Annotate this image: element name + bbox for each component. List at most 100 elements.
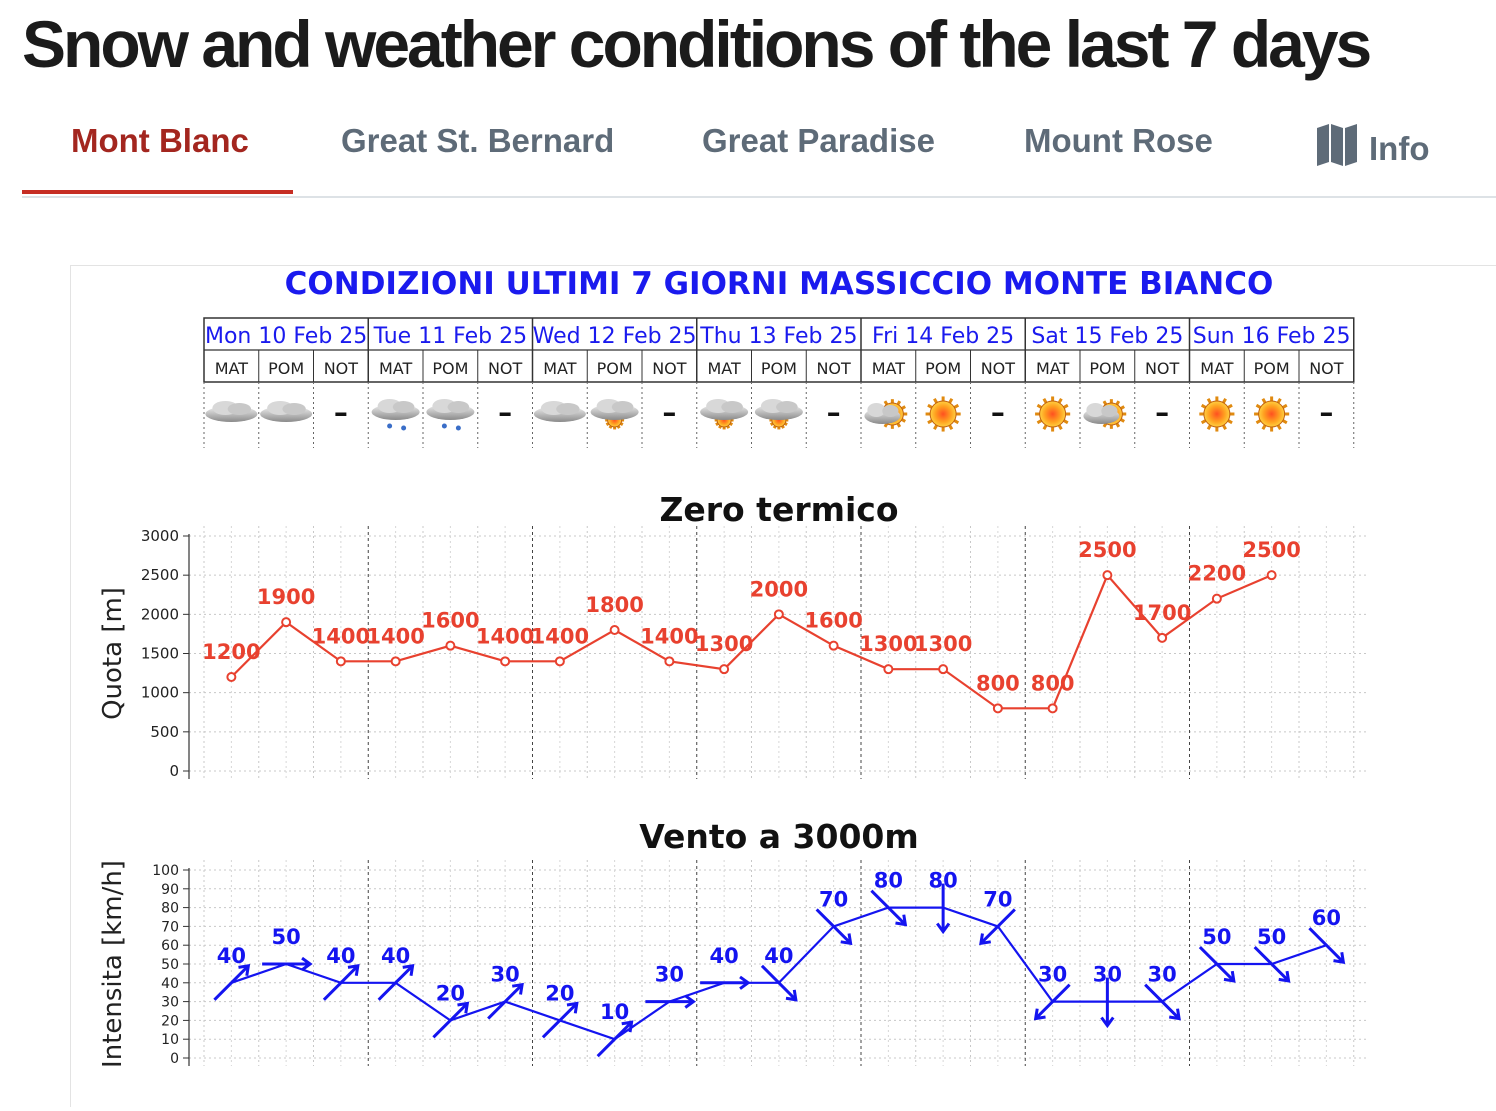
wind-arrow: [213, 964, 251, 1001]
night-dash: –: [827, 396, 841, 429]
conditions-chart: CONDIZIONI ULTIMI 7 GIORNI MASSICCIO MON…: [98, 266, 1369, 1068]
zero-termico-point: [883, 664, 894, 675]
zero-termico-point: [554, 656, 565, 667]
weather-sunny-icon: [925, 396, 961, 432]
vento-data-label: 30: [1038, 963, 1067, 987]
zero-termico-data-label: 1600: [804, 609, 862, 633]
period-label: POM: [597, 359, 633, 378]
period-label: MAT: [1036, 359, 1070, 378]
page-title: Snow and weather conditions of the last …: [22, 7, 1372, 81]
wind-arrow-shaft: [487, 983, 524, 1020]
wind-arrow-shaft: [322, 964, 359, 1001]
night-dash: –: [1319, 396, 1333, 429]
wind-arrow: [815, 908, 853, 946]
cloud-part: [392, 401, 415, 413]
cloud-part: [282, 403, 306, 415]
sun-disc: [1258, 400, 1286, 428]
y-tick-label: 10: [161, 1032, 179, 1048]
day-label: Thu 13 Feb 25: [699, 324, 857, 349]
zero-termico-series-line: [230, 573, 1273, 710]
wind-arrow: [1253, 945, 1291, 983]
y-tick-label: 80: [161, 901, 179, 917]
zero-termico-point: [938, 664, 949, 675]
zero-termico-point: [390, 656, 401, 667]
weather-sunny-icon: [1254, 396, 1290, 432]
period-label: POM: [1254, 359, 1290, 378]
zero-termico-point: [992, 703, 1003, 714]
active-tab-indicator: [22, 190, 293, 194]
wind-arrow-head: [238, 964, 251, 976]
wind-arrow-head: [347, 964, 360, 976]
y-tick-label: 70: [161, 919, 179, 935]
period-label: NOT: [652, 359, 687, 378]
y-tick-label: 100: [152, 863, 179, 879]
wind-arrow: [432, 1001, 470, 1039]
period-label: MAT: [1200, 359, 1234, 378]
zero-termico-data-label: 800: [1031, 671, 1075, 695]
tab-mont-blanc[interactable]: Mont Blanc: [71, 122, 249, 160]
chart-frame: CONDIZIONI ULTIMI 7 GIORNI MASSICCIO MON…: [70, 265, 1496, 1107]
zero-termico-point: [1266, 570, 1277, 581]
cloud-part: [867, 403, 886, 417]
wind-arrow-shaft: [213, 964, 250, 1001]
wind-arrow-shaft: [1034, 983, 1071, 1020]
zero-termico-ylabel: Quota [m]: [98, 587, 128, 720]
vento-data-label: 20: [545, 981, 574, 1005]
weather-overcast-icon: [205, 401, 258, 422]
sun-disc: [1039, 400, 1067, 428]
vento-data-label: 80: [874, 869, 903, 893]
y-tick-label: 1500: [141, 645, 179, 663]
cloud-part: [1086, 403, 1105, 417]
tab-mount-rose[interactable]: Mount Rose: [1024, 122, 1213, 160]
vento-data-label: 70: [819, 887, 848, 911]
cloud-part: [556, 403, 580, 415]
wind-arrow-shaft: [1308, 927, 1345, 964]
wind-arrow: [541, 1001, 579, 1039]
wind-arrow-head: [457, 1001, 470, 1014]
zero-termico-point: [609, 625, 620, 635]
tab-label: Mount Rose: [1024, 122, 1213, 159]
vento-ylabel: Intensita [km/h]: [98, 860, 128, 1068]
wind-arrow-shaft: [1198, 945, 1235, 983]
wind-arrow: [377, 964, 415, 1001]
zero-termico-data-label: 1900: [257, 585, 315, 609]
wind-arrow-shaft: [870, 889, 907, 926]
zero-termico-point: [1157, 632, 1168, 643]
night-dash: –: [662, 396, 676, 429]
wind-arrow-shaft: [596, 1021, 633, 1058]
tab-great-st-bernard[interactable]: Great St. Bernard: [341, 122, 614, 160]
y-tick-label: 1000: [141, 684, 179, 702]
vento-data-label: 80: [929, 869, 958, 893]
night-dash: –: [498, 396, 512, 429]
zero-termico-data-label: 1300: [859, 632, 917, 656]
tab-great-paradise[interactable]: Great Paradise: [702, 122, 935, 160]
zero-termico-data-label: 2500: [1078, 538, 1136, 562]
y-tick-label: 20: [161, 1013, 179, 1029]
snow-drop: [455, 425, 461, 431]
wind-arrow: [1198, 945, 1236, 983]
wind-arrow-head: [511, 982, 524, 995]
zero-termico-data-label: 1200: [202, 640, 260, 664]
wind-arrow-shaft: [1144, 983, 1181, 1020]
period-label: MAT: [707, 359, 741, 378]
tab-label: Mont Blanc: [71, 122, 249, 159]
map-icon: [1315, 122, 1359, 174]
cloud-part: [1101, 405, 1118, 417]
vento-data-label: 20: [436, 981, 465, 1005]
wind-arrow-head: [566, 1001, 579, 1014]
wind-arrow-shaft: [377, 964, 414, 1001]
weather-cloudy-snow-icon: [371, 399, 420, 431]
wind-arrow: [322, 964, 360, 1001]
y-tick-label: 500: [150, 723, 179, 741]
tab-info[interactable]: Info: [1315, 122, 1429, 174]
vento-data-label: 10: [600, 1000, 629, 1024]
wind-arrow-head: [1033, 1008, 1046, 1021]
vento-data-label: 40: [710, 944, 739, 968]
wind-arrow: [596, 1020, 634, 1058]
cloud-part: [611, 401, 634, 413]
night-dash: –: [991, 396, 1005, 429]
day-label: Sun 16 Feb 25: [1193, 324, 1351, 349]
weather-cloudy-sun-icon: [754, 399, 803, 430]
wind-arrow-shaft: [432, 1002, 469, 1039]
wind-arrow-head: [1223, 970, 1236, 983]
